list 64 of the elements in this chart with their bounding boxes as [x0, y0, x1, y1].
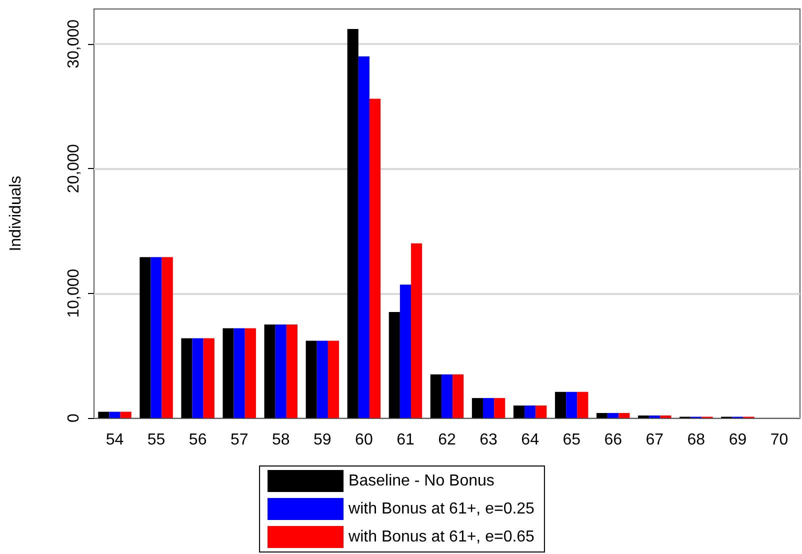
bar — [140, 257, 151, 418]
bar — [400, 284, 412, 418]
bar — [98, 412, 110, 418]
x-tick-label: 55 — [147, 432, 166, 448]
bar — [472, 398, 483, 418]
x-tick-label: 61 — [396, 432, 414, 448]
bar — [181, 338, 192, 418]
legend-label: Baseline - No Bonus — [348, 472, 494, 490]
bar — [411, 243, 422, 418]
x-tick-label: 70 — [770, 432, 788, 448]
bar — [109, 412, 120, 418]
bar — [369, 98, 381, 418]
bar — [441, 374, 453, 418]
bar — [244, 328, 256, 418]
x-tick-label: 57 — [230, 432, 248, 448]
x-tick-label: 56 — [188, 432, 207, 448]
x-tick-label: 68 — [687, 432, 706, 448]
bar — [275, 324, 286, 418]
bar — [536, 406, 547, 418]
y-tick-label: 20,000 — [66, 144, 82, 194]
bar — [452, 374, 464, 418]
bar — [264, 324, 276, 418]
x-tick-label: 54 — [106, 432, 124, 448]
x-tick-label: 65 — [562, 432, 581, 448]
bar — [192, 338, 204, 418]
y-tick-label: 30,000 — [66, 19, 82, 68]
bar — [234, 328, 245, 418]
bar — [513, 406, 525, 418]
bar — [120, 412, 132, 418]
bar — [482, 398, 494, 418]
bar — [203, 338, 214, 418]
bar — [150, 257, 162, 418]
legend-label: with Bonus at 61+, e=0.65 — [348, 528, 535, 546]
bar — [347, 28, 358, 418]
x-tick-label: 69 — [728, 432, 747, 448]
legend-label: with Bonus at 61+, e=0.25 — [348, 500, 535, 518]
bar — [222, 328, 234, 418]
bar — [618, 413, 630, 418]
x-tick-label: 63 — [480, 432, 498, 448]
bar — [328, 340, 340, 418]
bar — [316, 340, 328, 418]
bar — [306, 340, 317, 418]
x-tick-label: 58 — [272, 432, 290, 448]
bar — [388, 312, 400, 418]
x-tick-label: 59 — [314, 432, 332, 448]
bar — [554, 392, 566, 418]
bar — [494, 398, 506, 418]
y-axis-title: Individuals — [8, 176, 24, 252]
x-tick-label: 62 — [438, 432, 456, 448]
y-tick-label: 10,000 — [66, 268, 82, 318]
x-tick-label: 64 — [521, 432, 540, 448]
bar — [286, 324, 298, 418]
y-tick-label: 0 — [66, 413, 82, 422]
bar — [596, 413, 608, 418]
bar — [430, 374, 442, 418]
bar — [577, 392, 588, 418]
bar — [566, 392, 578, 418]
x-tick-label: 67 — [646, 432, 664, 448]
bar — [162, 257, 173, 418]
bar — [358, 56, 370, 418]
bar — [524, 406, 536, 418]
x-tick-label: 60 — [355, 432, 373, 448]
bar — [608, 413, 619, 418]
x-tick-label: 66 — [604, 432, 622, 448]
